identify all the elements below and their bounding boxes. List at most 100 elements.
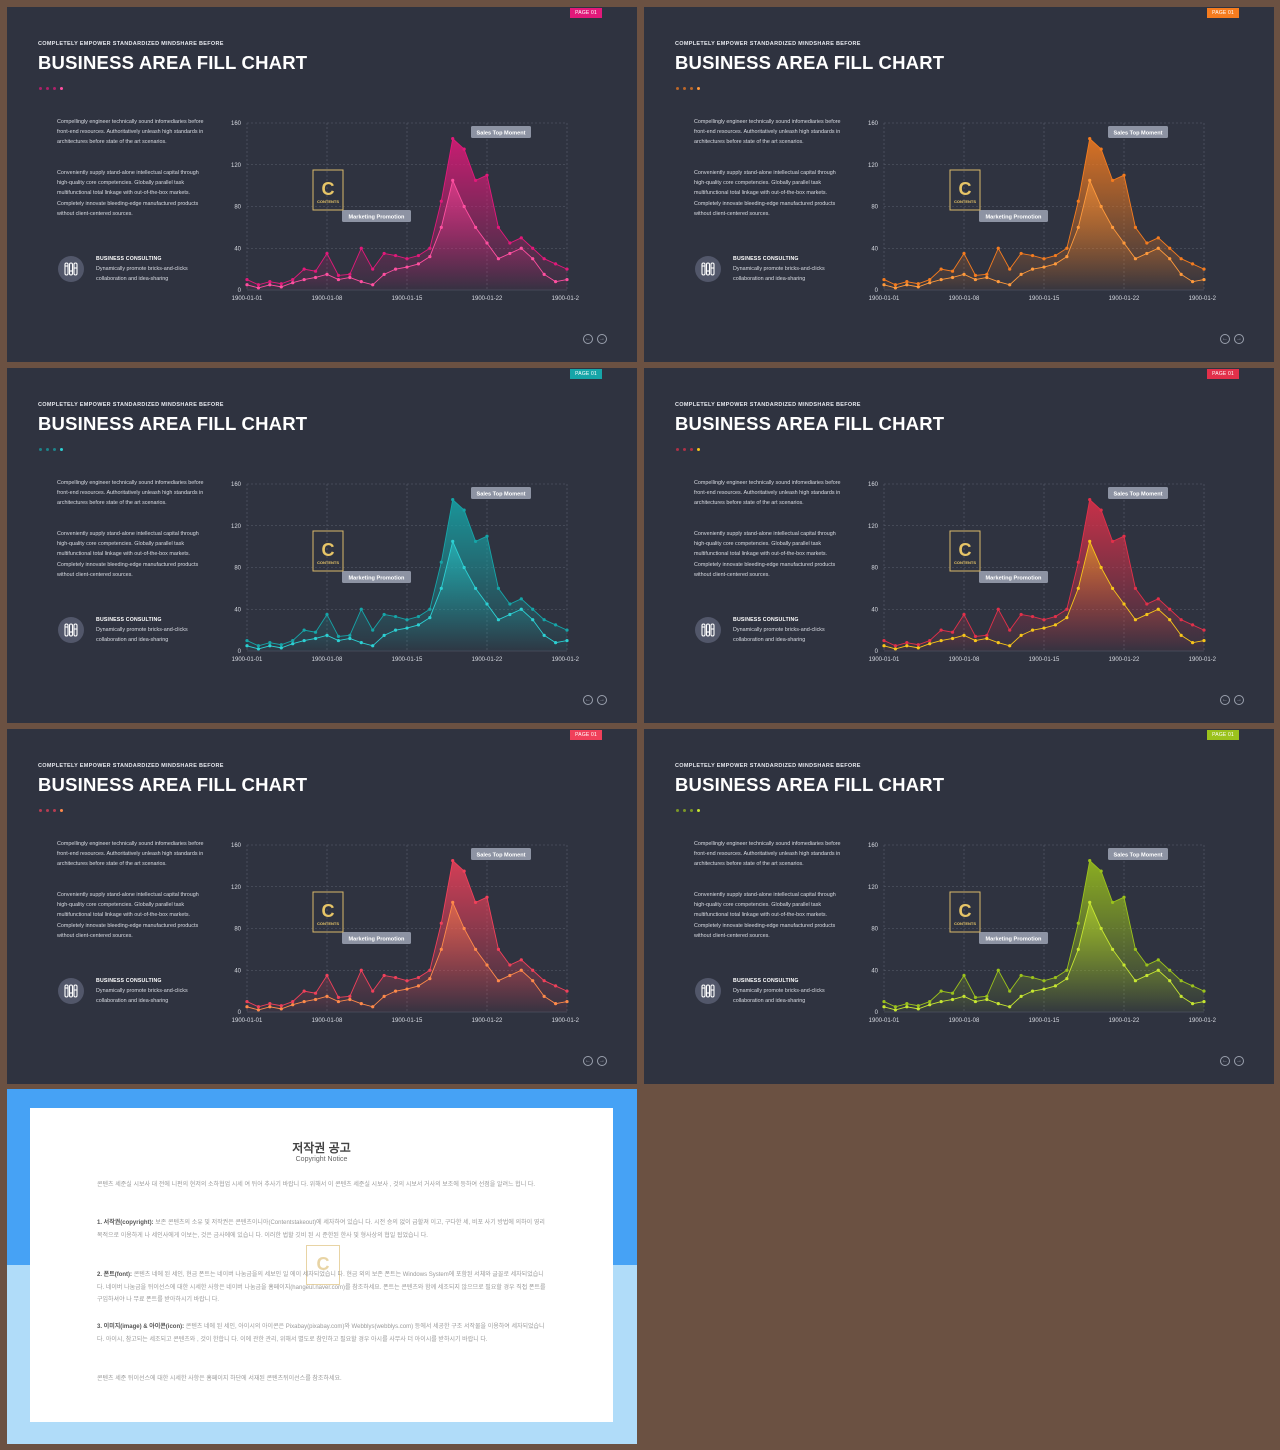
decorative-dots [39, 809, 63, 812]
series-2-point [1190, 641, 1195, 645]
series-2-point [973, 277, 978, 282]
series-1-point [302, 628, 306, 632]
series-2-point [371, 283, 375, 287]
dot-4 [697, 448, 700, 451]
series-2-point [1168, 257, 1172, 261]
svg-text:C: C [317, 1254, 330, 1274]
series-1-point [313, 269, 318, 273]
series-1-point [359, 607, 363, 611]
consulting-icon [58, 617, 84, 643]
x-tick-label: 1900-01-22 [472, 657, 503, 663]
series-1-point [462, 147, 466, 151]
series-1-point [1190, 984, 1195, 988]
series-2-point [1042, 265, 1046, 269]
series-1-point [1145, 602, 1149, 606]
dot-2 [683, 448, 686, 451]
consulting-title: BUSINESS CONSULTING [733, 978, 799, 984]
series-1-point [1053, 614, 1058, 619]
consulting-title: BUSINESS CONSULTING [96, 256, 162, 262]
slide-subtitle: COMPLETELY EMPOWER STANDARDIZED MINDSHAR… [675, 763, 861, 769]
series-1-point [1099, 147, 1103, 151]
marketing-promotion-label: Marketing Promotion [986, 575, 1043, 581]
prev-arrow-icon[interactable]: ← [1220, 1056, 1230, 1066]
series-1-point [393, 975, 398, 980]
series-2-point [416, 262, 421, 266]
series-1-point [542, 257, 546, 261]
next-arrow-icon[interactable]: → [597, 695, 607, 705]
y-tick-label: 0 [875, 649, 879, 655]
series-2-point [325, 272, 329, 276]
prev-arrow-icon[interactable]: ← [583, 334, 593, 344]
series-2-point [1133, 979, 1138, 983]
next-arrow-icon[interactable]: → [1234, 334, 1244, 344]
series-2-point [382, 994, 386, 998]
series-1-point [542, 979, 546, 983]
page-tag: PAGE 01 [570, 730, 602, 740]
series-2-point [1088, 178, 1092, 183]
series-1-point [416, 975, 421, 980]
series-2-point [1190, 280, 1195, 284]
y-tick-label: 40 [871, 246, 878, 252]
series-1-point [1202, 628, 1206, 632]
series-2-point [1030, 267, 1035, 271]
series-1-point [439, 560, 443, 564]
prev-arrow-icon[interactable]: ← [583, 1056, 593, 1066]
series-2-point [279, 1007, 283, 1011]
series-2-point [1179, 272, 1183, 276]
sales-top-label: Sales Top Moment [476, 852, 525, 858]
next-arrow-icon[interactable]: → [597, 334, 607, 344]
series-2-point [451, 178, 455, 183]
y-tick-label: 80 [234, 927, 241, 933]
next-arrow-icon[interactable]: → [1234, 695, 1244, 705]
prev-arrow-icon[interactable]: ← [1220, 334, 1230, 344]
dot-3 [690, 87, 693, 90]
slide-subtitle: COMPLETELY EMPOWER STANDARDIZED MINDSHAR… [675, 402, 861, 408]
sales-top-callout [1108, 848, 1168, 860]
series-1-point [439, 199, 443, 203]
logo-text: CONTENTS [954, 199, 976, 204]
series-1-point [1019, 251, 1023, 256]
next-arrow-icon[interactable]: → [1234, 1056, 1244, 1066]
consulting-icon [58, 256, 84, 282]
series-1-point [565, 989, 569, 993]
series-1-point [405, 979, 409, 983]
series-1-point [1168, 246, 1172, 250]
series-1-point [1076, 199, 1080, 203]
series-1-point [996, 607, 1000, 611]
series-2-point [928, 1003, 932, 1007]
series-1-point [1133, 947, 1138, 951]
marketing-promotion-label: Marketing Promotion [349, 575, 406, 581]
series-2-point [405, 987, 409, 991]
y-tick-label: 0 [238, 288, 242, 294]
sliders-icon [64, 984, 78, 998]
series-2-point [531, 257, 535, 261]
series-1-point [973, 273, 978, 277]
series-1-point [973, 634, 978, 638]
logo-text: CONTENTS [954, 921, 976, 926]
series-1-point [962, 251, 966, 256]
y-tick-label: 40 [871, 968, 878, 974]
dot-2 [46, 809, 49, 812]
series-2-point [382, 633, 386, 637]
series-2-area [247, 180, 567, 290]
sales-top-callout [471, 848, 531, 860]
series-2-point [1065, 977, 1069, 981]
series-1-point [508, 602, 512, 606]
series-2-point [245, 1005, 249, 1009]
series-1-point [268, 1002, 272, 1006]
slide-1: PAGE 01 COMPLETELY EMPOWER STANDARDIZED … [7, 7, 637, 362]
series-2-point [553, 280, 558, 284]
copyright-item-2-label: 2. 폰트(font): [97, 1272, 133, 1278]
series-1-point [451, 859, 455, 863]
contents-logo-frame [312, 891, 344, 933]
series-1-point [1099, 869, 1103, 873]
prev-arrow-icon[interactable]: ← [1220, 695, 1230, 705]
x-tick-label: 1900-01-15 [392, 657, 423, 663]
prev-arrow-icon[interactable]: ← [583, 695, 593, 705]
consulting-title: BUSINESS CONSULTING [96, 978, 162, 984]
series-1-point [519, 236, 523, 240]
series-2-point [1145, 973, 1149, 978]
consulting-description: Dynamically promote bricks-and-clicks co… [733, 266, 825, 282]
next-arrow-icon[interactable]: → [597, 1056, 607, 1066]
series-1-point [939, 628, 943, 632]
